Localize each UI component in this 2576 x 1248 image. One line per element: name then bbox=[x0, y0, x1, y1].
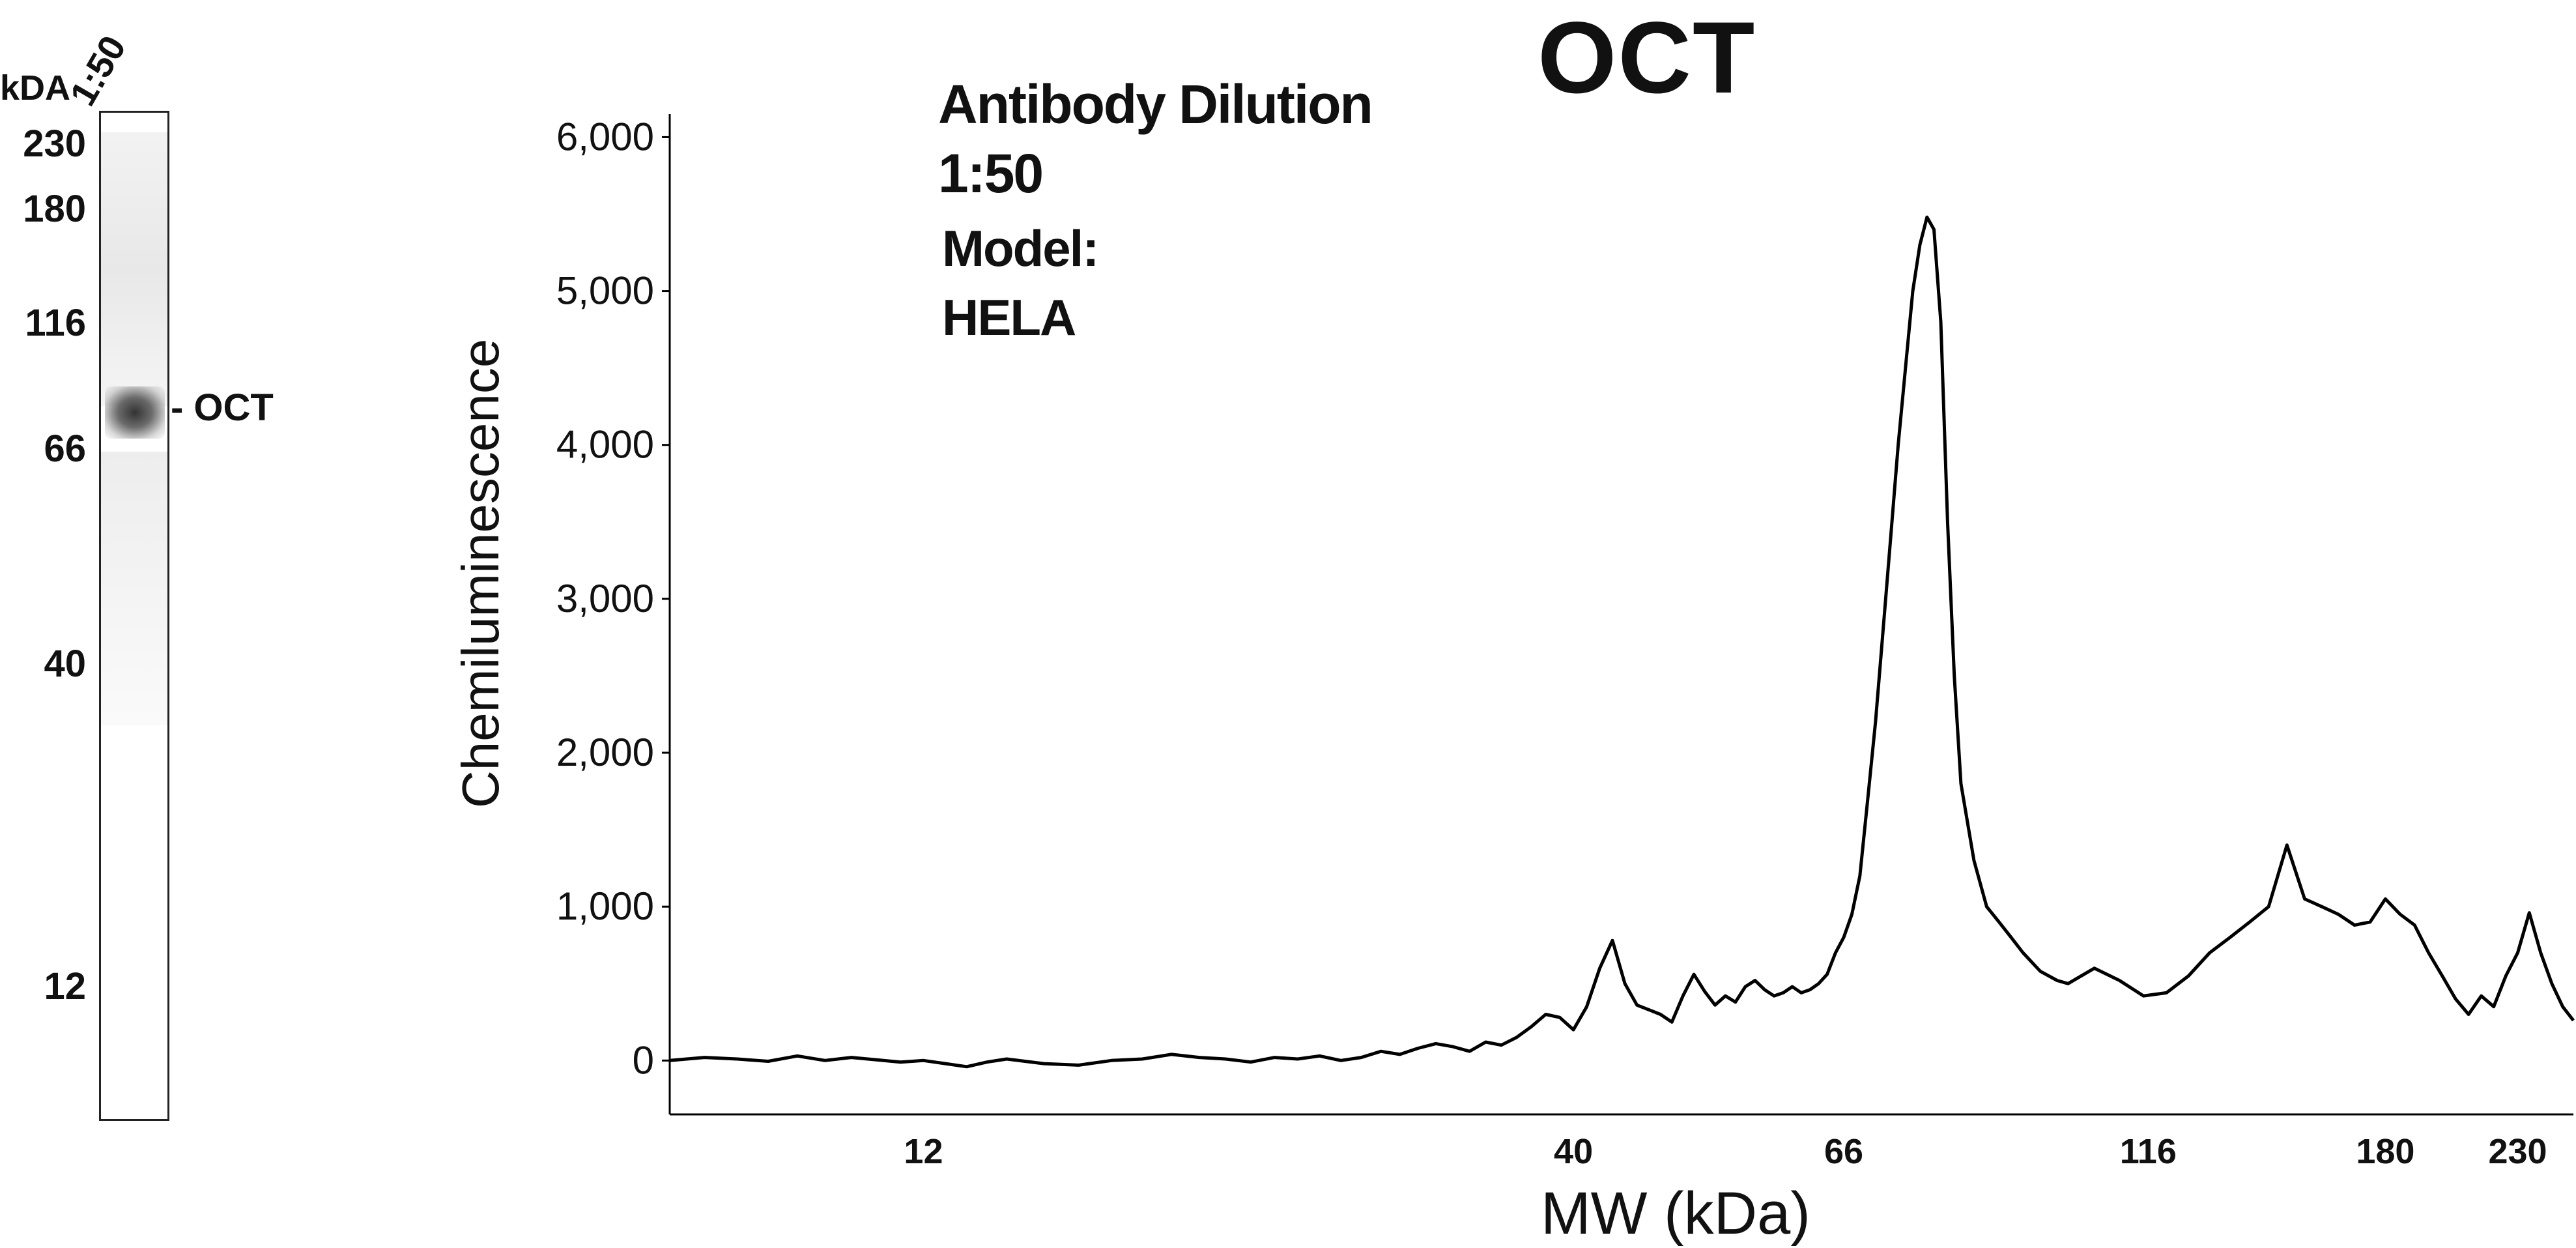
blot-lane bbox=[99, 111, 169, 1121]
model-value: HELA bbox=[942, 289, 1076, 346]
model-title: Model: bbox=[942, 220, 1099, 277]
mw-marker-12: 12 bbox=[44, 965, 86, 1008]
mw-marker-230: 230 bbox=[23, 123, 86, 165]
blot-smear-low bbox=[101, 452, 167, 725]
mw-marker-66: 66 bbox=[44, 428, 86, 470]
x-ticks: 12 40 66 116 180 230 bbox=[904, 1132, 2547, 1171]
band-label: - OCT bbox=[171, 386, 274, 429]
x-axis-label: MW (kDa) bbox=[1541, 1180, 1810, 1247]
x-tick-label: 40 bbox=[1554, 1132, 1593, 1171]
x-tick-label: 116 bbox=[2120, 1132, 2177, 1171]
kda-header: kDA bbox=[0, 68, 71, 108]
blot-smear-top bbox=[101, 132, 167, 406]
mw-marker-40: 40 bbox=[44, 643, 86, 685]
chart-title: OCT bbox=[1538, 1, 1756, 115]
y-ticks: 0 1,000 2,000 3,000 4,000 5,000 6,000 bbox=[556, 115, 670, 1082]
y-axis-label: Chemiluminescence bbox=[451, 338, 509, 808]
y-tick-label: 1,000 bbox=[556, 884, 654, 928]
y-tick-label: 0 bbox=[633, 1038, 654, 1082]
x-tick-label: 66 bbox=[1824, 1132, 1863, 1171]
y-tick-label: 5,000 bbox=[556, 269, 654, 313]
dilution-value: 1:50 bbox=[938, 143, 1044, 204]
mw-marker-116: 116 bbox=[25, 302, 86, 344]
y-tick-label: 4,000 bbox=[556, 423, 654, 467]
blot-band bbox=[105, 386, 165, 439]
series-line bbox=[669, 215, 2575, 1069]
x-tick-label: 180 bbox=[2356, 1132, 2414, 1171]
x-tick-label: 12 bbox=[904, 1132, 943, 1171]
axes bbox=[668, 114, 2573, 1116]
x-tick-label: 230 bbox=[2488, 1132, 2547, 1171]
dilution-title: Antibody Dilution bbox=[938, 74, 1373, 135]
mw-marker-180: 180 bbox=[23, 188, 86, 230]
y-tick-label: 2,000 bbox=[556, 731, 654, 774]
y-tick-label: 3,000 bbox=[556, 577, 654, 620]
y-tick-label: 6,000 bbox=[556, 115, 654, 158]
